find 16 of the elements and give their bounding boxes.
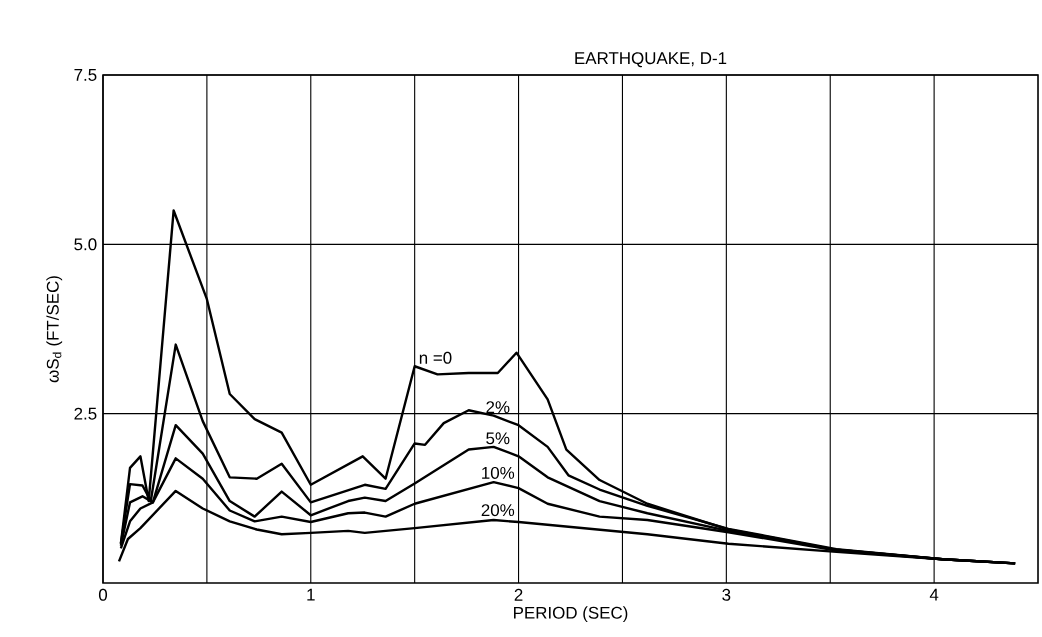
x-tick-label: 4 xyxy=(929,588,939,601)
x-tick-label: 3 xyxy=(722,588,731,601)
x-tick-label: 1 xyxy=(307,588,315,601)
series-label: 5% xyxy=(486,432,510,445)
y-tick-label: 2.5 xyxy=(74,407,97,420)
series-label: 2% xyxy=(486,401,510,414)
y-tick-label: 5.0 xyxy=(74,238,97,251)
series-label: 10% xyxy=(482,466,515,479)
series-label: n =0 xyxy=(419,351,452,364)
y-axis-title: ωS$_{d}$ (FT/SEC) xyxy=(46,276,63,383)
x-axis-title: PERIOD (SEC) xyxy=(514,606,628,623)
chart-title: EARTHQUAKE, D-1 xyxy=(575,52,727,68)
series-label: 20% xyxy=(481,504,515,517)
x-tick-label: 0 xyxy=(98,588,108,601)
x-tick-label: 2 xyxy=(514,588,523,601)
y-tick-label: 7.5 xyxy=(74,69,97,81)
